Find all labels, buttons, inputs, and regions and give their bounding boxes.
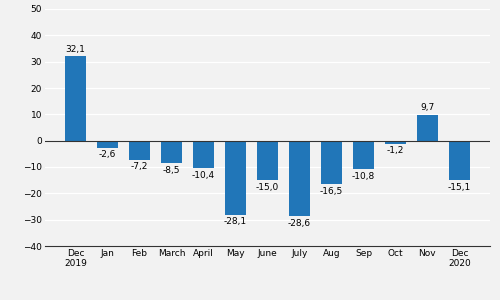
Text: -28,6: -28,6 — [288, 219, 311, 228]
Bar — [161, 141, 182, 163]
Text: 32,1: 32,1 — [66, 44, 86, 53]
Text: -16,5: -16,5 — [320, 187, 343, 196]
Text: -15,1: -15,1 — [448, 183, 471, 192]
Text: -2,6: -2,6 — [99, 150, 116, 159]
Text: -15,0: -15,0 — [256, 183, 279, 192]
Text: -8,5: -8,5 — [163, 166, 180, 175]
Bar — [129, 141, 150, 160]
Bar — [257, 141, 278, 180]
Text: 9,7: 9,7 — [420, 103, 434, 112]
Bar — [65, 56, 86, 141]
Bar — [289, 141, 310, 216]
Bar — [385, 141, 406, 144]
Bar — [417, 115, 438, 141]
Bar — [97, 141, 118, 148]
Bar — [449, 141, 470, 180]
Text: -28,1: -28,1 — [224, 217, 247, 226]
Text: -10,4: -10,4 — [192, 171, 215, 180]
Text: -10,8: -10,8 — [352, 172, 375, 181]
Bar — [193, 141, 214, 168]
Text: -7,2: -7,2 — [131, 162, 148, 171]
Bar — [353, 141, 374, 169]
Text: -1,2: -1,2 — [386, 146, 404, 155]
Bar — [321, 141, 342, 184]
Bar — [225, 141, 246, 215]
